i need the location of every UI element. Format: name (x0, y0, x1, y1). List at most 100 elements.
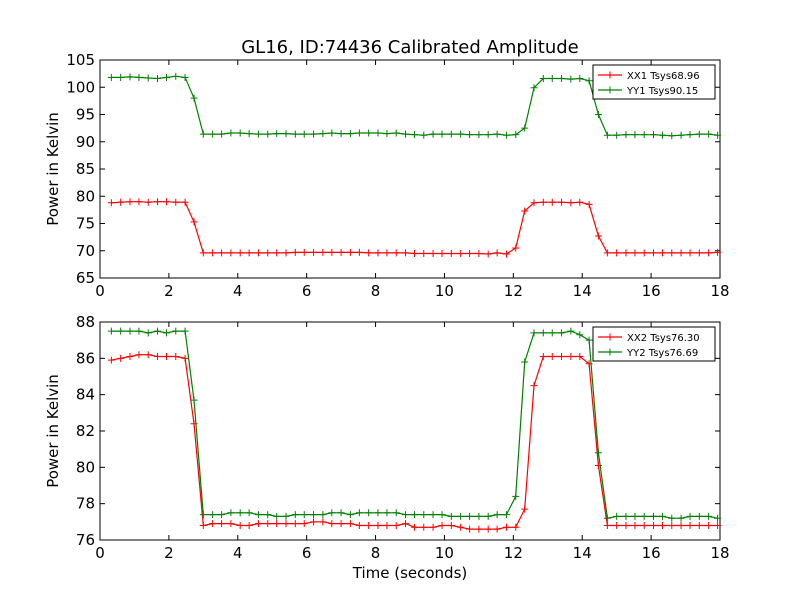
data-point (502, 250, 510, 258)
chart-title: GL16, ID:74436 Calibrated Amplitude (241, 37, 579, 58)
legend: XX2 Tsys76.30 YY2 Tsys76.69 (592, 326, 716, 362)
x-tick-label: 0 (95, 282, 105, 300)
data-point (328, 509, 336, 517)
x-tick-label: 16 (642, 544, 661, 562)
data-point (282, 130, 290, 138)
data-point (126, 327, 134, 335)
data-point (668, 521, 676, 529)
data-point (438, 130, 446, 138)
data-point (117, 73, 125, 81)
data-point (420, 523, 428, 531)
data-point (658, 249, 666, 257)
series-2 (107, 327, 722, 522)
y-tick-label: 82 (76, 422, 95, 440)
data-point (291, 511, 299, 519)
data-point (567, 327, 575, 335)
legend-label: XX2 Tsys76.30 (627, 333, 700, 344)
data-point (631, 249, 639, 257)
data-point (668, 132, 676, 140)
data-point (346, 520, 354, 528)
data-point (410, 131, 418, 139)
y-tick-label: 80 (76, 187, 95, 205)
data-point (209, 520, 217, 528)
data-point (199, 130, 207, 138)
data-point (273, 130, 281, 138)
data-point (705, 130, 713, 138)
data-point (714, 514, 722, 522)
data-point (245, 521, 253, 529)
data-point (603, 131, 611, 139)
data-point (264, 520, 272, 528)
data-point (521, 358, 529, 366)
data-point (585, 200, 593, 208)
data-point (346, 511, 354, 519)
data-point (135, 327, 143, 335)
legend-box (592, 64, 716, 100)
data-point (521, 124, 529, 132)
data-point (705, 512, 713, 520)
data-point (512, 492, 520, 500)
data-point (548, 198, 556, 206)
data-point (530, 199, 538, 207)
data-point (181, 198, 189, 206)
y-tick-label: 90 (76, 133, 95, 151)
data-point (392, 509, 400, 517)
data-point (383, 130, 391, 138)
data-point (493, 511, 501, 519)
data-point (365, 521, 373, 529)
data-point (466, 131, 474, 139)
data-point (558, 198, 566, 206)
data-point (346, 248, 354, 256)
chart-panel-1: 0 2 4 6 8 10 12 14 16 18 65 70 75 80 85 90 95 100 105 Power… (44, 51, 730, 300)
data-point (677, 131, 685, 139)
data-point (631, 131, 639, 139)
x-tick-label: 8 (371, 282, 381, 300)
data-point (484, 250, 492, 258)
data-point (622, 512, 630, 520)
series-1 (107, 198, 722, 258)
data-point (300, 520, 308, 528)
y-tick-label: 100 (66, 78, 95, 96)
data-point (282, 512, 290, 520)
data-point (457, 130, 465, 138)
data-point (199, 521, 207, 529)
x-tick-label: 4 (233, 544, 243, 562)
data-point (199, 511, 207, 519)
data-point (107, 327, 115, 335)
data-point (172, 72, 180, 80)
legend-marker (606, 71, 614, 79)
data-point (254, 249, 262, 257)
data-point (512, 131, 520, 139)
data-point (558, 329, 566, 337)
data-point (539, 75, 547, 83)
data-point (558, 353, 566, 361)
data-point (117, 354, 125, 362)
data-point (162, 198, 170, 206)
x-tick-label: 12 (504, 544, 523, 562)
data-point (374, 129, 382, 137)
data-point (144, 329, 152, 337)
data-point (548, 329, 556, 337)
data-point (254, 520, 262, 528)
legend-label: YY2 Tsys76.69 (626, 348, 698, 359)
data-point (346, 130, 354, 138)
data-point (273, 512, 281, 520)
data-point (154, 353, 162, 361)
data-point (686, 249, 694, 257)
data-point (594, 232, 602, 240)
data-point (236, 249, 244, 257)
data-point (328, 248, 336, 256)
data-point (245, 130, 253, 138)
data-point (209, 511, 217, 519)
y-tick-label: 75 (76, 215, 95, 233)
legend-marker (606, 86, 614, 94)
data-point (172, 198, 180, 206)
data-point (402, 249, 410, 257)
data-point (493, 249, 501, 257)
data-point (695, 521, 703, 529)
data-point (410, 249, 418, 257)
chart-panel-2: 0 2 4 6 8 10 12 14 16 18 76 78 80 82 84 86 88 Power in Ke… (44, 313, 730, 562)
legend-label: YY1 Tsys90.15 (626, 86, 698, 97)
y-tick-label: 105 (66, 51, 95, 69)
